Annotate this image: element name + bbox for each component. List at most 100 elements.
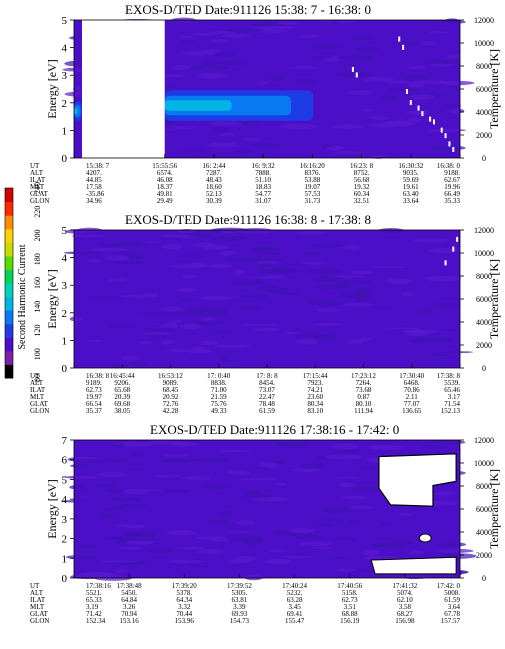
ephemeris-value: 18.37: [157, 183, 173, 191]
ephemeris-value: 73.68: [356, 386, 372, 394]
colorbar-swatch: [5, 337, 13, 352]
texture-mark: [213, 344, 251, 348]
ephemeris-value: 17:38:16: [86, 582, 111, 590]
texture-mark: [162, 85, 177, 88]
ephemeris-value: 38.05: [114, 407, 130, 415]
y2-tick-label: 6000: [476, 85, 492, 94]
texture-mark: [179, 323, 202, 330]
ephemeris-value: 65.33: [86, 596, 102, 604]
texture-mark: [294, 338, 319, 345]
y2-tick-label: 10000: [474, 39, 494, 48]
ephemeris-value: 31.07: [255, 197, 271, 205]
y2-tick-label: 10000: [474, 459, 494, 468]
texture-mark: [240, 294, 270, 299]
ephemeris-value: 9188.: [444, 169, 460, 177]
texture-mark: [142, 331, 171, 336]
texture-mark: [253, 327, 281, 332]
ephemeris-value: 74.21: [307, 386, 323, 394]
texture-mark: [373, 266, 407, 269]
texture-mark: [311, 322, 341, 326]
y2-tick-label: 0: [482, 574, 486, 583]
texture-mark: [168, 264, 208, 269]
texture-mark: [448, 108, 465, 114]
ephemeris-value: 49.81: [157, 190, 173, 198]
colorbar-tick-label: 240: [33, 182, 42, 194]
y-tick-label: 4: [62, 494, 68, 506]
panel-3-title: EXOS-D/TED Date:911126 17:38:16 - 17:42:…: [150, 422, 400, 437]
temperature-region: [418, 533, 432, 543]
ephemeris-value: 71.54: [444, 400, 460, 408]
texture-mark: [314, 518, 347, 521]
texture-mark: [387, 87, 422, 92]
texture-mark: [211, 235, 247, 242]
texture-mark: [86, 295, 122, 299]
ephemeris-label: UT: [30, 162, 40, 170]
temperature-region: [378, 453, 457, 507]
ephemeris-value: 16:16:20: [300, 162, 325, 170]
texture-mark: [383, 327, 422, 330]
ephemeris-value: 53.88: [304, 176, 320, 184]
colorbar-swatch: [5, 242, 13, 257]
ephemeris-value: 9189.: [86, 379, 102, 387]
texture-mark: [256, 260, 280, 265]
ephemeris-value: 9089.: [163, 379, 179, 387]
y-tick-label: 3: [62, 514, 68, 526]
texture-mark: [294, 534, 323, 539]
y2-axis-label: Temperature [K]: [487, 259, 501, 339]
texture-mark: [407, 66, 427, 70]
ephemeris-label: MLT: [30, 603, 45, 611]
ephemeris-value: 17.58: [86, 183, 102, 191]
ephemeris-value: 52.13: [206, 190, 222, 198]
texture-mark: [242, 494, 275, 498]
ephemeris-value: 9206.: [114, 379, 130, 387]
texture-mark: [428, 353, 449, 357]
data-gap: [82, 20, 165, 158]
texture-mark: [248, 246, 280, 253]
ephemeris-value: 4207.: [86, 169, 102, 177]
ephemeris-value: 3.19: [86, 603, 99, 611]
ephemeris-value: 8376.: [304, 169, 320, 177]
texture-mark: [251, 21, 279, 27]
texture-mark: [403, 74, 429, 80]
texture-mark: [63, 251, 101, 255]
texture-mark: [270, 25, 296, 29]
y-tick-label: 2: [62, 98, 68, 110]
texture-mark: [236, 150, 255, 154]
y-tick-label: 1: [62, 125, 68, 137]
colorbar-tick-label: 200: [33, 230, 42, 242]
texture-mark: [166, 529, 196, 536]
ephemeris-value: 42.28: [163, 407, 179, 415]
texture-mark: [351, 35, 371, 41]
texture-mark: [232, 269, 245, 276]
ephemeris-value: 62.73: [342, 596, 358, 604]
texture-mark: [342, 245, 361, 251]
y2-tick-label: 2000: [476, 341, 492, 350]
texture-mark: [366, 122, 401, 128]
texture-mark: [112, 260, 148, 265]
texture-mark: [181, 475, 211, 481]
y-tick-label: 3: [62, 70, 68, 82]
ephemeris-label: ALT: [30, 169, 44, 177]
texture-mark: [342, 302, 375, 307]
ephemeris-value: 71.42: [86, 610, 102, 618]
y2-tick-label: 0: [482, 154, 486, 163]
ephemeris-value: 51.10: [255, 176, 271, 184]
ephemeris-value: 69.68: [114, 400, 130, 408]
texture-mark: [292, 333, 328, 338]
texture-mark: [122, 538, 162, 542]
colorbar-tick-label: 120: [33, 325, 42, 337]
y-tick-label: 0: [62, 153, 68, 165]
ephemeris-value: 5539.: [444, 379, 460, 387]
ephemeris-value: 22.47: [259, 393, 275, 401]
texture-mark: [228, 531, 257, 534]
texture-mark: [225, 470, 250, 475]
texture-mark: [288, 528, 315, 534]
ephemeris-value: 33.64: [403, 197, 419, 205]
texture-mark: [159, 234, 193, 238]
texture-mark: [369, 115, 389, 120]
texture-mark: [301, 261, 326, 265]
texture-mark: [337, 55, 376, 61]
ephemeris-value: 34.96: [86, 197, 102, 205]
temperature-region: [370, 556, 457, 575]
texture-mark: [270, 75, 286, 81]
